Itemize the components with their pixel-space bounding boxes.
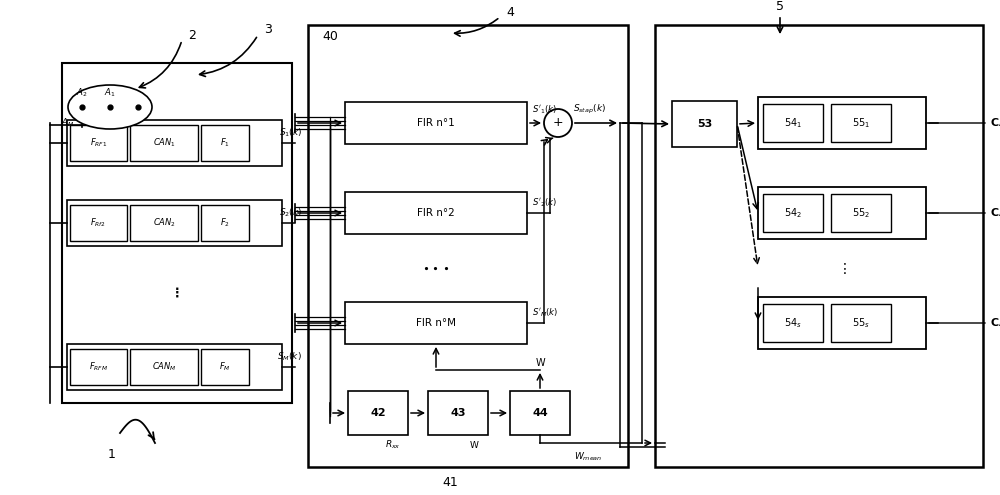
Text: W: W [535,358,545,368]
Text: $F_{RF1}$: $F_{RF1}$ [90,137,107,149]
Text: $R_{xx}$: $R_{xx}$ [385,439,401,451]
Bar [130,125,198,161]
Text: 3: 3 [264,23,272,37]
Text: $CAN_M$: $CAN_M$ [152,361,176,373]
Text: $\mathbf{CAL_s}$: $\mathbf{CAL_s}$ [990,316,1000,330]
Bar [201,205,249,241]
Text: $F_1$: $F_1$ [220,137,230,149]
Bar [70,205,127,241]
Text: $A_2$: $A_2$ [76,87,88,99]
Text: $\vdots$: $\vdots$ [837,260,847,276]
Bar [758,97,926,149]
Text: $A_M$: $A_M$ [61,117,75,129]
Bar [510,391,570,435]
Bar [758,297,926,349]
Text: $55_2$: $55_2$ [852,206,870,220]
Text: $A_1$: $A_1$ [104,87,116,99]
Text: 44: 44 [532,408,548,418]
Text: $F_{Rf2}$: $F_{Rf2}$ [90,217,107,229]
Text: 40: 40 [322,31,338,44]
Ellipse shape [68,85,152,129]
Text: $\mathbf{CAL_2}$: $\mathbf{CAL_2}$ [990,206,1000,220]
Text: +: + [553,116,563,130]
Bar [831,194,891,232]
Bar [308,25,628,467]
Text: 1: 1 [108,448,116,461]
Text: $F_2$: $F_2$ [220,217,230,229]
Text: 2: 2 [188,29,196,42]
Text: 4: 4 [506,5,514,18]
Bar [70,125,127,161]
Text: 53: 53 [697,119,712,129]
Bar [428,391,488,435]
Bar [345,302,527,344]
Text: $S'_M(k)$: $S'_M(k)$ [532,307,559,319]
Text: $S'_1(k)$: $S'_1(k)$ [532,104,557,116]
Text: $55_s$: $55_s$ [852,316,870,330]
Bar [763,194,823,232]
Text: $\mathbf{\vdots}$: $\mathbf{\vdots}$ [170,286,180,300]
Text: $F_M$: $F_M$ [219,361,231,373]
Bar [201,125,249,161]
Text: 43: 43 [450,408,466,418]
Text: $54_1$: $54_1$ [784,116,802,130]
Bar [130,205,198,241]
Bar [67,120,282,166]
Bar [831,104,891,142]
Bar [201,349,249,385]
Text: $55_1$: $55_1$ [852,116,870,130]
Bar [348,391,408,435]
Bar [655,25,983,467]
Bar [672,101,737,147]
Text: FIR n°2: FIR n°2 [417,208,455,218]
Text: $CAN_1$: $CAN_1$ [153,137,175,149]
Text: $54_s$: $54_s$ [784,316,802,330]
Text: 41: 41 [442,477,458,490]
Text: FIR n°M: FIR n°M [416,318,456,328]
Bar [831,304,891,342]
Text: W: W [470,441,478,449]
Text: $\mathbf{CAL_1}$: $\mathbf{CAL_1}$ [990,116,1000,130]
Bar [345,102,527,144]
Bar [345,192,527,234]
Text: 5: 5 [776,0,784,13]
Text: $S_1(k)$: $S_1(k)$ [279,127,302,139]
Text: $CAN_2$: $CAN_2$ [153,217,175,229]
Text: $F_{RFM}$: $F_{RFM}$ [89,361,108,373]
Text: $S_2(k)$: $S_2(k)$ [279,207,302,219]
Text: $54_2$: $54_2$ [784,206,802,220]
Text: $S'_2(k)$: $S'_2(k)$ [532,197,557,209]
Bar [67,200,282,246]
Text: $W_{mean}$: $W_{mean}$ [574,451,602,463]
Bar [67,344,282,390]
Text: 42: 42 [370,408,386,418]
Bar [763,104,823,142]
Bar [70,349,127,385]
Text: $S_M(k)$: $S_M(k)$ [277,351,302,363]
Bar [758,187,926,239]
Text: $\bullet\bullet\bullet$: $\bullet\bullet\bullet$ [422,263,450,273]
Text: FIR n°1: FIR n°1 [417,118,455,128]
Bar [62,63,292,403]
Bar [763,304,823,342]
Bar [130,349,198,385]
Text: $S_{stap}(k)$: $S_{stap}(k)$ [573,102,607,115]
